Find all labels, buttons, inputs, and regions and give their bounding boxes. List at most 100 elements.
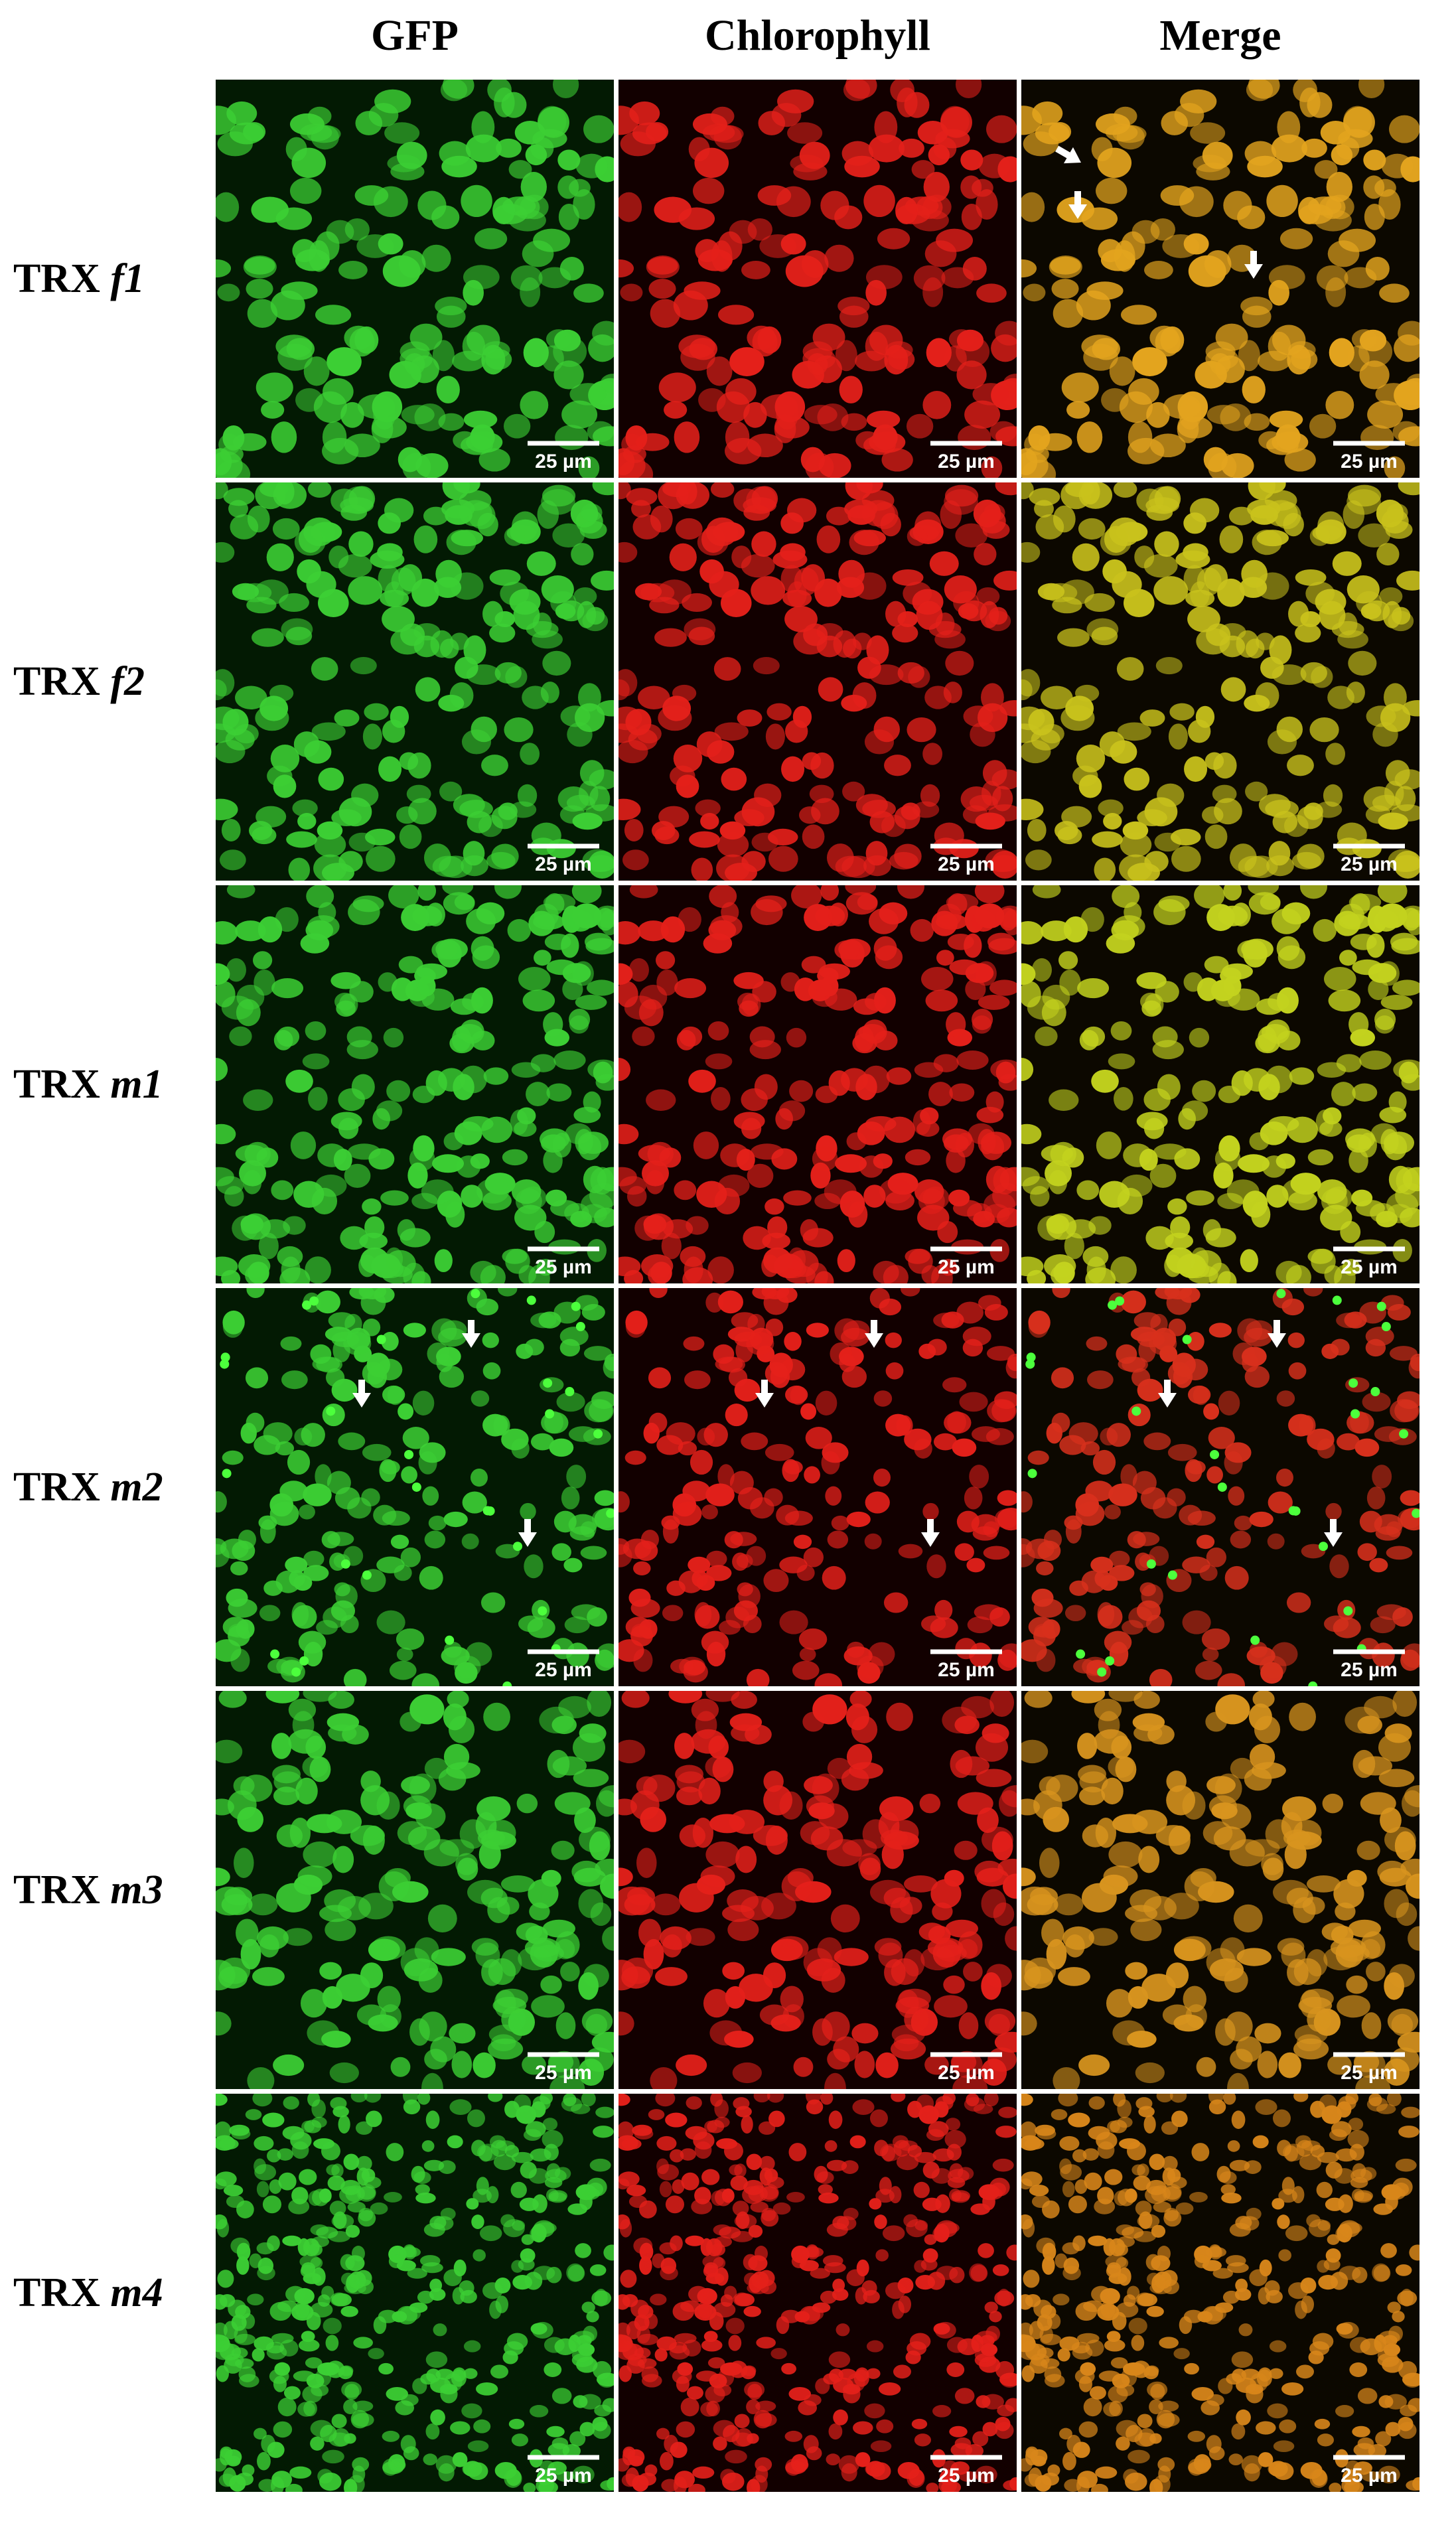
chloroplast [1336,1312,1362,1329]
chloroplast [1029,488,1060,506]
chloroplast [1059,1435,1086,1455]
chloroplast [518,2258,535,2271]
chloroplast [1021,2011,1037,2036]
chloroplast [288,2199,310,2214]
chloroplast [533,1944,564,1962]
chloroplast [1275,424,1301,451]
chloroplast [441,155,477,178]
chloroplast [766,703,792,721]
chloroplast [428,1515,447,1531]
chloroplast [1182,1556,1210,1573]
chloroplast [1078,1765,1107,1784]
chloroplast [1084,2172,1102,2191]
chloroplast [569,383,607,405]
chloroplast [1173,2014,1204,2032]
chloroplast [948,893,968,915]
chloroplast [743,2305,761,2317]
chloroplast [422,1486,439,1506]
chloroplast [660,916,686,943]
chloroplast [1391,2013,1414,2036]
chloroplast [399,752,419,770]
chloroplast [541,1412,569,1434]
chloroplast [1248,1703,1272,1731]
chloroplast [1162,2155,1178,2171]
chloroplast [824,244,854,272]
chloroplast [520,1502,536,1520]
chloroplast [982,1826,1013,1853]
chloroplast [705,2385,725,2403]
chloroplast [311,125,339,150]
chloroplast [285,626,313,646]
chloroplast [230,1561,248,1575]
chloroplast [688,137,710,161]
chloroplast [976,2395,991,2408]
chloroplast [863,184,895,218]
chloroplast [1149,2433,1162,2444]
chloroplast [555,2012,576,2039]
chloroplast [315,305,352,325]
chloroplast [1380,994,1413,1010]
chloroplast [216,669,235,697]
scale-bar-label: 25 µm [938,1659,995,1681]
chloroplast [1078,2054,1110,2076]
chloroplast [1335,2405,1354,2418]
chloroplast [1247,155,1283,178]
chloroplast [1041,920,1072,942]
chloroplast [1267,1533,1285,1550]
chloroplast [945,650,974,676]
chloroplast [619,739,648,764]
chloroplast [267,2235,280,2252]
chloroplast [1092,1449,1116,1475]
chloroplast [324,1889,356,1913]
chloroplast [1240,1249,1258,1273]
chloroplast [1339,914,1371,930]
chloroplast [412,1086,435,1104]
chloroplast [1149,2153,1165,2171]
chloroplast [421,2072,443,2089]
chloroplast [265,1691,300,1703]
chloroplast [906,413,934,439]
chloroplast [1252,530,1282,555]
chloroplast [780,233,806,255]
chloroplast [298,526,323,553]
chloroplast [1042,2256,1055,2275]
chloroplast [949,959,980,976]
chloroplast [843,80,871,102]
chloroplast [325,1918,356,1942]
chloroplast [495,2295,508,2313]
chloroplast [1189,1027,1210,1048]
chloroplast [286,831,317,848]
chloroplast [791,885,822,909]
chloroplast [1387,2301,1401,2313]
chloroplast [720,1143,750,1167]
scale-bar-label: 25 µm [1341,451,1398,472]
chloroplast [1392,1691,1418,1717]
chloroplast [654,2348,668,2362]
chloroplast [502,1149,528,1166]
chloroplast [969,2263,987,2282]
chloroplast [387,1386,403,1406]
chloroplast [1087,1370,1114,1390]
chloroplast [806,1323,829,1338]
chloroplast [1339,950,1357,966]
chloroplast [1375,2431,1392,2447]
chloroplast [990,1059,1017,1080]
chloroplast [923,171,950,202]
chloroplast [624,818,644,841]
chloroplast [1183,1986,1206,2013]
chloroplast [904,1875,938,1893]
chloroplast [1272,2109,1291,2128]
chloroplast [573,189,595,220]
chloroplast [830,1904,860,1933]
chloroplast [506,2333,528,2350]
chloroplast [1175,550,1210,569]
chloroplast [897,885,924,899]
chloroplast [680,2397,699,2417]
gfp-dot [1146,1559,1156,1569]
chloroplast [717,1290,743,1314]
chloroplast [926,2129,944,2141]
chloroplast [419,2255,441,2267]
chloroplast [384,122,420,144]
chloroplast [889,2186,902,2204]
chloroplast [1238,340,1260,372]
